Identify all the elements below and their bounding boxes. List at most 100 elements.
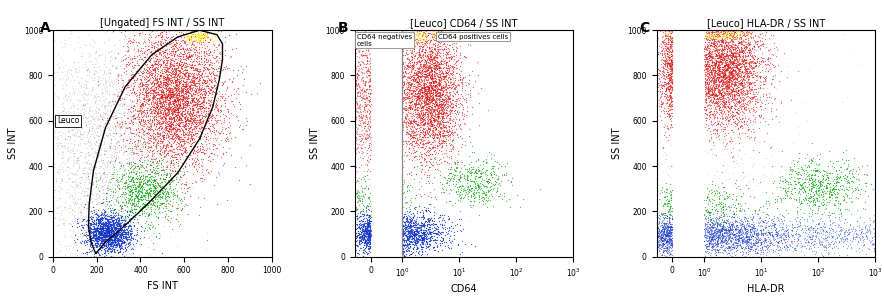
Point	[743, 237, 757, 242]
Point	[705, 34, 720, 39]
Point	[46, 117, 60, 122]
Point	[106, 174, 120, 179]
Point	[323, 28, 337, 33]
Point	[445, 71, 459, 76]
Point	[735, 77, 750, 82]
Point	[80, 135, 95, 140]
Point	[746, 44, 760, 49]
Point	[103, 231, 118, 236]
Point	[171, 104, 185, 109]
Point	[125, 64, 139, 69]
Point	[420, 72, 434, 77]
Point	[652, 234, 666, 239]
Point	[751, 139, 766, 144]
Point	[126, 217, 141, 222]
Point	[458, 54, 472, 59]
Point	[361, 101, 375, 106]
Point	[725, 36, 739, 41]
Point	[702, 109, 716, 114]
Point	[408, 233, 423, 237]
Point	[744, 81, 758, 85]
Point	[655, 91, 669, 95]
Point	[742, 85, 756, 90]
Point	[735, 60, 749, 65]
Point	[398, 69, 412, 74]
Point	[119, 209, 133, 214]
Point	[177, 59, 191, 64]
Point	[188, 91, 202, 96]
Point	[440, 93, 454, 98]
Point	[432, 129, 446, 134]
Point	[466, 167, 480, 172]
Point	[353, 120, 367, 125]
Point	[710, 56, 724, 61]
Point	[206, 38, 220, 43]
Point	[316, 139, 330, 144]
Point	[726, 78, 740, 82]
Point	[744, 233, 758, 238]
Point	[160, 82, 174, 86]
Point	[398, 224, 412, 229]
Point	[94, 164, 108, 169]
Point	[171, 164, 186, 169]
Point	[89, 50, 103, 54]
Point	[728, 240, 742, 245]
Point	[195, 125, 210, 130]
Point	[653, 28, 667, 33]
Point	[827, 177, 842, 182]
Point	[727, 204, 741, 209]
Point	[707, 85, 721, 90]
Point	[735, 116, 749, 121]
Point	[468, 243, 482, 248]
Point	[843, 168, 857, 172]
Point	[179, 102, 193, 107]
Point	[655, 229, 669, 234]
Point	[846, 226, 860, 231]
Point	[702, 225, 716, 230]
Point	[664, 59, 678, 63]
Point	[136, 86, 150, 91]
Point	[186, 75, 200, 80]
Point	[84, 194, 98, 199]
Point	[415, 104, 430, 109]
Point	[701, 86, 715, 91]
Point	[153, 88, 167, 92]
Point	[755, 101, 769, 106]
Point	[185, 136, 199, 141]
Point	[201, 126, 215, 130]
Point	[171, 64, 185, 69]
Point	[150, 203, 164, 208]
Point	[433, 122, 447, 127]
Point	[82, 28, 96, 33]
Point	[698, 86, 713, 91]
Point	[736, 59, 751, 63]
Point	[159, 48, 173, 53]
Point	[193, 204, 207, 209]
Point	[482, 176, 496, 181]
Point	[628, 213, 642, 217]
Point	[158, 173, 172, 178]
Point	[778, 177, 792, 182]
Point	[108, 254, 122, 259]
Point	[341, 88, 355, 93]
Point	[709, 242, 723, 247]
Point	[229, 95, 243, 100]
Point	[428, 222, 442, 226]
Point	[46, 117, 60, 122]
Point	[663, 56, 677, 61]
Point	[91, 75, 105, 79]
Point	[160, 106, 174, 111]
Point	[718, 63, 732, 68]
Point	[423, 59, 437, 64]
Point	[326, 109, 340, 114]
Point	[641, 239, 655, 244]
Point	[204, 151, 218, 156]
Point	[111, 211, 126, 216]
Point	[408, 226, 423, 231]
Point	[439, 74, 453, 79]
Point	[408, 107, 422, 112]
Point	[398, 195, 412, 200]
Point	[740, 133, 754, 138]
Point	[145, 28, 159, 33]
Point	[857, 200, 872, 205]
